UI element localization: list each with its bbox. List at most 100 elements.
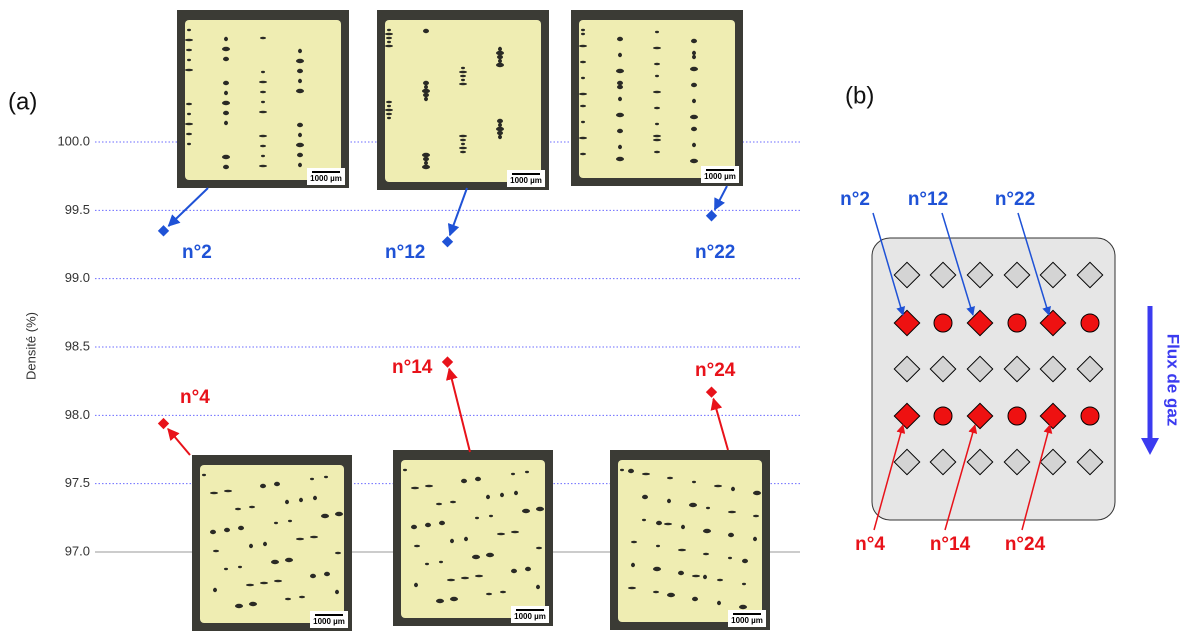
pore — [324, 475, 328, 479]
pore — [581, 28, 585, 32]
point — [157, 225, 170, 237]
pore — [335, 551, 341, 555]
pore — [496, 62, 504, 68]
pore — [486, 592, 492, 596]
pore — [224, 36, 228, 42]
pore — [387, 104, 391, 108]
pore — [235, 507, 241, 511]
pore — [739, 604, 747, 610]
pore — [496, 50, 504, 56]
micrograph: 1000 µm — [610, 450, 770, 630]
pore — [246, 583, 254, 587]
pore — [461, 78, 465, 82]
pore — [187, 142, 191, 146]
pore — [296, 58, 304, 64]
panel-label: (a) — [8, 88, 37, 115]
scale-label: 1000 µm — [731, 616, 763, 625]
diagram-label: n°14 — [930, 534, 971, 555]
pore — [498, 122, 502, 128]
sample-cube — [966, 309, 994, 337]
pore — [511, 472, 515, 476]
micrograph-sample — [618, 460, 762, 622]
pore — [259, 164, 267, 168]
pore — [187, 112, 191, 116]
pore — [681, 524, 685, 530]
pore — [385, 108, 393, 112]
scale-label: 1000 µm — [514, 612, 546, 621]
pore — [411, 524, 417, 530]
pore — [436, 598, 444, 604]
pore — [423, 92, 429, 98]
pore — [224, 527, 230, 533]
pore — [654, 150, 660, 154]
pore — [525, 470, 529, 474]
pore — [690, 114, 698, 120]
pore — [628, 586, 636, 590]
pore — [249, 543, 253, 549]
pore — [692, 596, 698, 602]
pore — [475, 574, 483, 578]
micrograph: 1000 µm — [192, 455, 352, 631]
pore — [422, 152, 430, 158]
pore — [238, 525, 244, 531]
sample-cylinder — [933, 406, 953, 426]
pore — [667, 592, 675, 598]
pore — [297, 68, 303, 74]
pore — [459, 146, 467, 150]
y-tick-label: 99.5 — [65, 202, 90, 217]
pore — [259, 80, 267, 84]
sample-cube — [1039, 448, 1067, 476]
pore — [581, 76, 585, 80]
pore — [536, 584, 540, 590]
pore — [224, 489, 232, 493]
pore — [714, 484, 722, 488]
diagram-label: n°4 — [855, 534, 885, 555]
pore — [511, 530, 519, 534]
pore — [579, 136, 587, 140]
pore — [187, 28, 191, 32]
pore — [296, 88, 304, 94]
pore — [689, 502, 697, 508]
pore — [514, 490, 518, 496]
pore — [631, 540, 637, 544]
micrograph-sample — [385, 20, 541, 182]
pore — [497, 118, 503, 124]
pore — [642, 518, 646, 522]
micrograph: 1000 µm — [177, 10, 349, 188]
pore — [653, 90, 661, 94]
sample-cube — [966, 448, 994, 476]
sample-cube — [1003, 261, 1031, 289]
sample-cube — [893, 309, 921, 337]
scale-label: 1000 µm — [310, 174, 342, 183]
pore — [692, 98, 696, 104]
sample-cube — [893, 355, 921, 383]
point — [705, 386, 718, 398]
pore — [296, 142, 304, 148]
pore — [459, 82, 467, 86]
pore — [580, 104, 586, 108]
pore — [298, 78, 302, 84]
pore — [655, 30, 659, 34]
pore — [753, 514, 759, 518]
pore — [450, 500, 456, 504]
pore — [656, 520, 662, 526]
pore — [753, 536, 757, 542]
sample-cube — [1039, 309, 1067, 337]
point-label: n°22 — [695, 242, 735, 263]
pore — [616, 112, 624, 118]
pore — [703, 552, 709, 556]
pore — [703, 574, 707, 580]
pore — [500, 590, 506, 594]
pore — [310, 477, 314, 481]
pore — [261, 100, 265, 104]
pore — [486, 552, 494, 558]
pore — [274, 481, 280, 487]
pore — [580, 60, 586, 64]
sample-cube — [893, 448, 921, 476]
pointer-arrow — [445, 367, 471, 453]
pore — [717, 600, 721, 606]
pore — [260, 581, 268, 585]
pore — [299, 595, 305, 599]
pore — [424, 96, 428, 102]
